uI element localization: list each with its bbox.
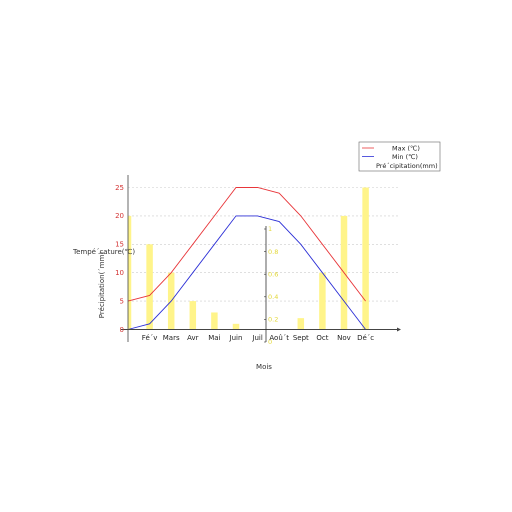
x-tick-label: Oct	[316, 334, 328, 342]
y-tick-labels: 0 5 10 15 20 25	[115, 184, 124, 334]
x-tick-label: Nov	[337, 334, 351, 342]
y-tick-label: 20	[115, 212, 124, 220]
x-tick-label: Aoû´t	[269, 334, 289, 342]
x-tick-label: Mai	[208, 334, 220, 342]
y-tick-label: 25	[115, 184, 124, 192]
legend-label-min: Min (℃)	[392, 153, 418, 161]
precipitation-bar	[211, 312, 218, 330]
x-tick-label: Mars	[163, 334, 180, 342]
x-tick-label: Dé´c	[357, 334, 374, 342]
precipitation-bar	[297, 318, 305, 330]
x-axis-arrow	[397, 327, 401, 332]
max-temperature-line	[127, 187, 366, 302]
x-tick-label: Sept	[293, 334, 309, 342]
inner-tick-labels: 0 0.2 0.4 0.6 0.8 1	[264, 225, 278, 346]
x-tick-labels: Fé´v Mars Avr Mai Juin Juil Aoû´t Sept Oct Nov Dé´…	[142, 334, 374, 342]
inner-tick-label: 0	[268, 338, 272, 346]
legend: Max (℃) Min (℃) Pré´cipitation(mm)	[358, 141, 441, 172]
x-axis-label: Mois	[256, 363, 272, 371]
precipitation-bar	[128, 215, 132, 330]
inner-tick-label: 0.8	[268, 248, 278, 256]
precipitation-bar	[189, 301, 197, 330]
inner-tick-label: 1	[268, 225, 272, 233]
min-temperature-line	[127, 215, 366, 330]
precipitation-bar	[146, 244, 153, 330]
legend-label-max: Max (℃)	[392, 145, 420, 153]
y-axis-label-right: Précipitation(´mm)	[98, 252, 106, 319]
x-tick-label: Avr	[187, 334, 199, 342]
inner-tick-label: 0.2	[268, 316, 278, 324]
inner-tick-label: 0.4	[268, 293, 278, 301]
y-axis-label-left: Tempé´cature(℃)	[72, 248, 135, 256]
x-tick-label: Juin	[229, 334, 243, 342]
y-tick-label: 10	[115, 269, 124, 277]
x-tick-label: Juil	[251, 334, 262, 342]
inner-tick-label: 0.6	[268, 270, 278, 278]
legend-label-precipitation: Pré´cipitation(mm)	[376, 162, 438, 170]
y-tick-label: 15	[115, 241, 124, 249]
y-tick-label: 0	[120, 326, 124, 334]
x-tick-label: Fé´v	[142, 334, 158, 342]
precipitation-bar	[362, 187, 369, 330]
precipitation-bar	[232, 323, 240, 330]
y-tick-label: 5	[120, 297, 124, 305]
precipitation-bar	[319, 272, 326, 330]
temperature-lines	[127, 187, 366, 330]
